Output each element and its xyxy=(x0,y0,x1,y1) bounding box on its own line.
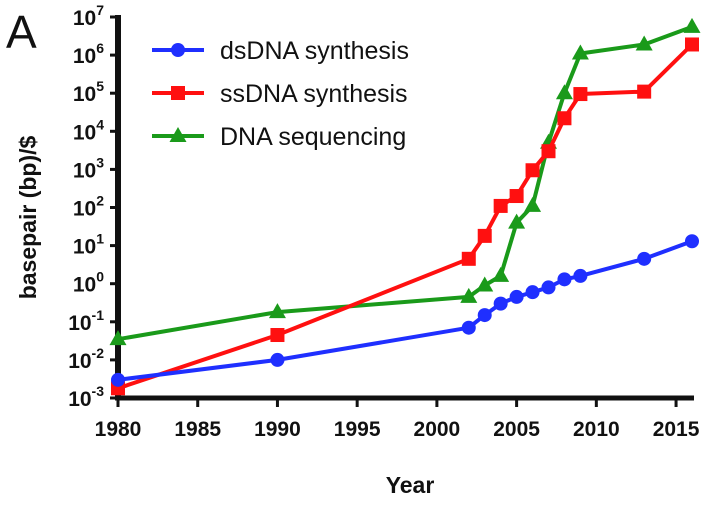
data-point-dna-sequencing xyxy=(571,44,589,60)
data-point-dna-sequencing xyxy=(555,84,573,100)
data-point-dsdna-synthesis xyxy=(509,289,524,304)
data-point-dsdna-synthesis xyxy=(461,320,476,335)
data-point-ssdna-synthesis xyxy=(637,84,652,99)
data-point-dsdna-synthesis xyxy=(525,285,540,300)
legend: dsDNA synthesis ssDNA synthesis DNA sequen… xyxy=(152,37,409,151)
data-point-dna-sequencing xyxy=(492,266,510,282)
y-tick-exponent: 5 xyxy=(96,78,104,94)
y-tick-exponent: 7 xyxy=(96,2,104,18)
y-tick-exponent: 4 xyxy=(96,116,104,132)
x-tick-label: 1990 xyxy=(254,418,301,441)
x-tick-label: 2005 xyxy=(493,418,540,441)
y-tick-label: 10-3 xyxy=(68,383,104,411)
y-tick-base: 10 xyxy=(73,7,96,30)
x-tick-label: 2000 xyxy=(414,418,461,441)
y-tick-base: 10 xyxy=(73,83,96,106)
data-point-dsdna-synthesis xyxy=(541,280,556,295)
data-point-dna-sequencing xyxy=(460,287,478,303)
data-point-ssdna-synthesis xyxy=(493,198,508,213)
y-tick-label: 107 xyxy=(73,2,104,30)
data-point-dsdna-synthesis xyxy=(111,372,125,387)
data-point-dna-sequencing xyxy=(635,35,653,51)
y-tick-exponent: 2 xyxy=(96,193,104,209)
y-axis-title: basepair (bp)/$ xyxy=(15,136,41,300)
x-axis-ticks: 1980 1985 1990 1995 2000 2005 2010 2015 xyxy=(95,398,700,441)
y-tick-exponent: -3 xyxy=(92,383,105,399)
y-tick-label: 102 xyxy=(73,193,104,221)
data-point-ssdna-synthesis xyxy=(685,37,699,52)
y-tick-label: 103 xyxy=(73,154,104,182)
legend-label: DNA sequencing xyxy=(220,123,406,151)
y-tick-base: 10 xyxy=(73,236,96,259)
data-point-ssdna-synthesis xyxy=(461,251,476,266)
y-tick-base: 10 xyxy=(68,312,91,335)
data-point-ssdna-synthesis xyxy=(557,111,572,126)
y-tick-exponent: 3 xyxy=(96,154,104,170)
y-tick-exponent: -2 xyxy=(92,345,105,361)
y-tick-label: 10-2 xyxy=(68,345,104,373)
series-line-ssdna-synthesis xyxy=(117,43,694,391)
legend-item-ssdna-synthesis: ssDNA synthesis xyxy=(152,80,408,108)
x-axis-title: Year xyxy=(386,472,435,498)
y-tick-base: 10 xyxy=(73,274,96,297)
x-tick-label: 1985 xyxy=(174,418,221,441)
y-tick-exponent: -1 xyxy=(92,307,105,323)
x-tick-label: 2010 xyxy=(573,418,620,441)
y-tick-label: 105 xyxy=(73,78,104,106)
y-tick-base: 10 xyxy=(73,45,96,68)
data-point-dna-sequencing xyxy=(268,303,286,319)
x-tick-label: 2015 xyxy=(653,418,700,441)
y-tick-base: 10 xyxy=(73,198,96,221)
data-point-ssdna-synthesis xyxy=(270,328,285,343)
y-tick-base: 10 xyxy=(73,159,96,182)
data-point-dsdna-synthesis xyxy=(477,308,492,323)
series-layer xyxy=(109,17,701,396)
data-point-ssdna-synthesis xyxy=(541,144,556,159)
legend-swatch-marker xyxy=(171,86,185,100)
data-point-dna-sequencing xyxy=(476,276,494,292)
legend-label: dsDNA synthesis xyxy=(220,37,409,65)
y-tick-base: 10 xyxy=(68,350,91,373)
x-tick-label: 1995 xyxy=(334,418,381,441)
y-tick-label: 101 xyxy=(73,231,104,259)
panel-letter: A xyxy=(6,6,37,58)
y-tick-label: 104 xyxy=(73,116,104,144)
series-dsdna-synthesis xyxy=(111,234,699,387)
series-dna-sequencing xyxy=(109,17,701,346)
data-point-dsdna-synthesis xyxy=(637,251,652,266)
data-point-dsdna-synthesis xyxy=(685,234,699,249)
data-point-dsdna-synthesis xyxy=(493,296,508,311)
y-tick-base: 10 xyxy=(73,121,96,144)
data-point-dsdna-synthesis xyxy=(573,268,588,283)
data-point-dna-sequencing xyxy=(524,196,542,212)
legend-item-dna-sequencing: DNA sequencing xyxy=(152,123,406,151)
data-point-dna-sequencing xyxy=(683,17,701,33)
data-point-dsdna-synthesis xyxy=(270,352,285,367)
legend-label: ssDNA synthesis xyxy=(220,80,408,108)
x-tick-label: 1980 xyxy=(95,418,142,441)
legend-swatch-marker xyxy=(171,43,185,57)
y-tick-base: 10 xyxy=(68,388,91,411)
data-point-dna-sequencing xyxy=(508,213,526,229)
data-point-ssdna-synthesis xyxy=(573,87,588,102)
legend-swatch-marker xyxy=(169,127,187,142)
series-line-dsdna-synthesis xyxy=(117,239,693,382)
y-tick-exponent: 6 xyxy=(96,40,104,56)
axes xyxy=(115,15,694,401)
data-point-dna-sequencing xyxy=(109,330,127,346)
y-tick-label: 106 xyxy=(73,40,104,68)
y-tick-label: 10-1 xyxy=(68,307,104,335)
data-point-ssdna-synthesis xyxy=(477,228,492,243)
legend-item-dsdna-synthesis: dsDNA synthesis xyxy=(152,37,409,65)
data-point-ssdna-synthesis xyxy=(525,163,540,178)
y-tick-label: 100 xyxy=(73,269,104,297)
series-line-dna-sequencing xyxy=(117,25,693,342)
data-point-dsdna-synthesis xyxy=(557,272,572,287)
y-tick-exponent: 1 xyxy=(96,231,104,247)
data-point-ssdna-synthesis xyxy=(509,189,524,204)
y-tick-exponent: 0 xyxy=(96,269,104,285)
